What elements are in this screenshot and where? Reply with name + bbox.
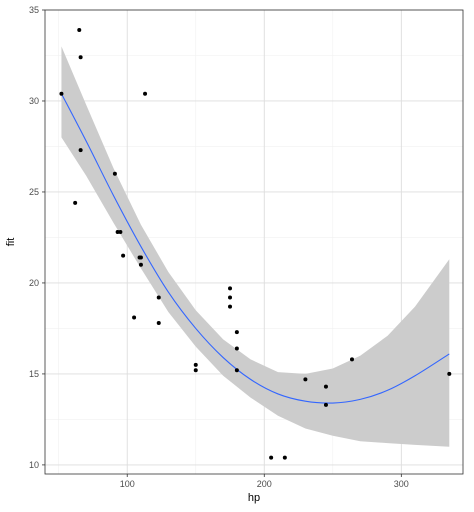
minor-grid [45,10,463,474]
data-point [228,304,233,309]
data-point [228,295,233,300]
y-tick-label: 25 [29,187,39,197]
data-point [303,377,308,382]
data-point [234,346,239,351]
data-point [121,253,126,258]
data-point [156,295,161,300]
data-point [73,200,78,205]
data-point [78,55,83,60]
data-point [77,28,82,33]
y-axis-title: fit [5,238,17,247]
data-point [228,286,233,291]
data-point [234,368,239,373]
data-point [59,91,64,96]
data-point [282,455,287,460]
y-tick-label: 10 [29,460,39,470]
data-point [156,320,161,325]
data-point [132,315,137,320]
data-point [138,255,143,260]
data-point [143,91,148,96]
x-axis-title: hp [248,492,260,504]
confidence-ribbon [61,46,450,447]
x-tick-label: 300 [394,479,409,489]
y-tick-label: 20 [29,278,39,288]
y-tick-label: 35 [29,5,39,15]
data-point [323,384,328,389]
x-axis: 100 200 300 [120,474,409,489]
y-tick-label: 30 [29,96,39,106]
x-tick-label: 100 [120,479,135,489]
data-point [78,148,83,153]
x-tick-label: 200 [257,479,272,489]
y-axis: 10 15 20 25 30 35 [29,5,45,470]
panel-border [44,9,464,475]
data-points [59,28,452,460]
data-point [447,371,452,376]
data-point [118,229,123,234]
data-point [138,262,143,267]
data-point [193,368,198,373]
y-tick-label: 15 [29,369,39,379]
data-point [323,402,328,407]
data-point [269,455,274,460]
data-point [193,362,198,367]
data-point [349,357,354,362]
data-point [234,330,239,335]
data-point [115,229,120,234]
data-point [112,171,117,176]
fit-line [60,93,450,404]
